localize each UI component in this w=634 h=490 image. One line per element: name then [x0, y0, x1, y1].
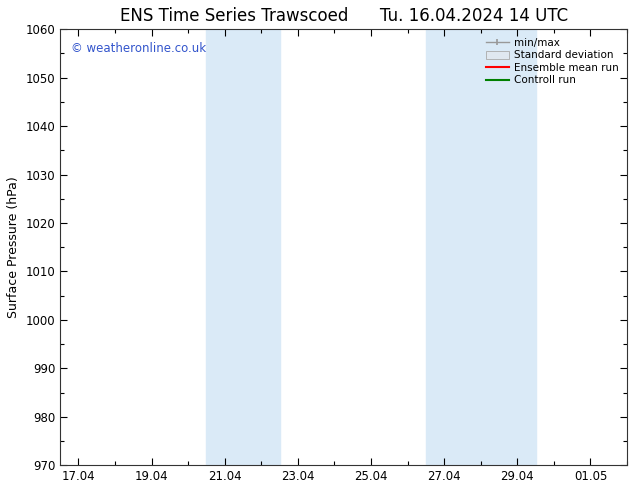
Bar [426, 29, 536, 465]
Title: ENS Time Series Trawscoed      Tu. 16.04.2024 14 UTC: ENS Time Series Trawscoed Tu. 16.04.2024… [120, 7, 567, 25]
Legend: min/max, Standard deviation, Ensemble mean run, Controll run: min/max, Standard deviation, Ensemble me… [482, 34, 622, 89]
Bar [207, 29, 280, 465]
Y-axis label: Surface Pressure (hPa): Surface Pressure (hPa) [7, 176, 20, 318]
Text: © weatheronline.co.uk: © weatheronline.co.uk [72, 42, 207, 55]
